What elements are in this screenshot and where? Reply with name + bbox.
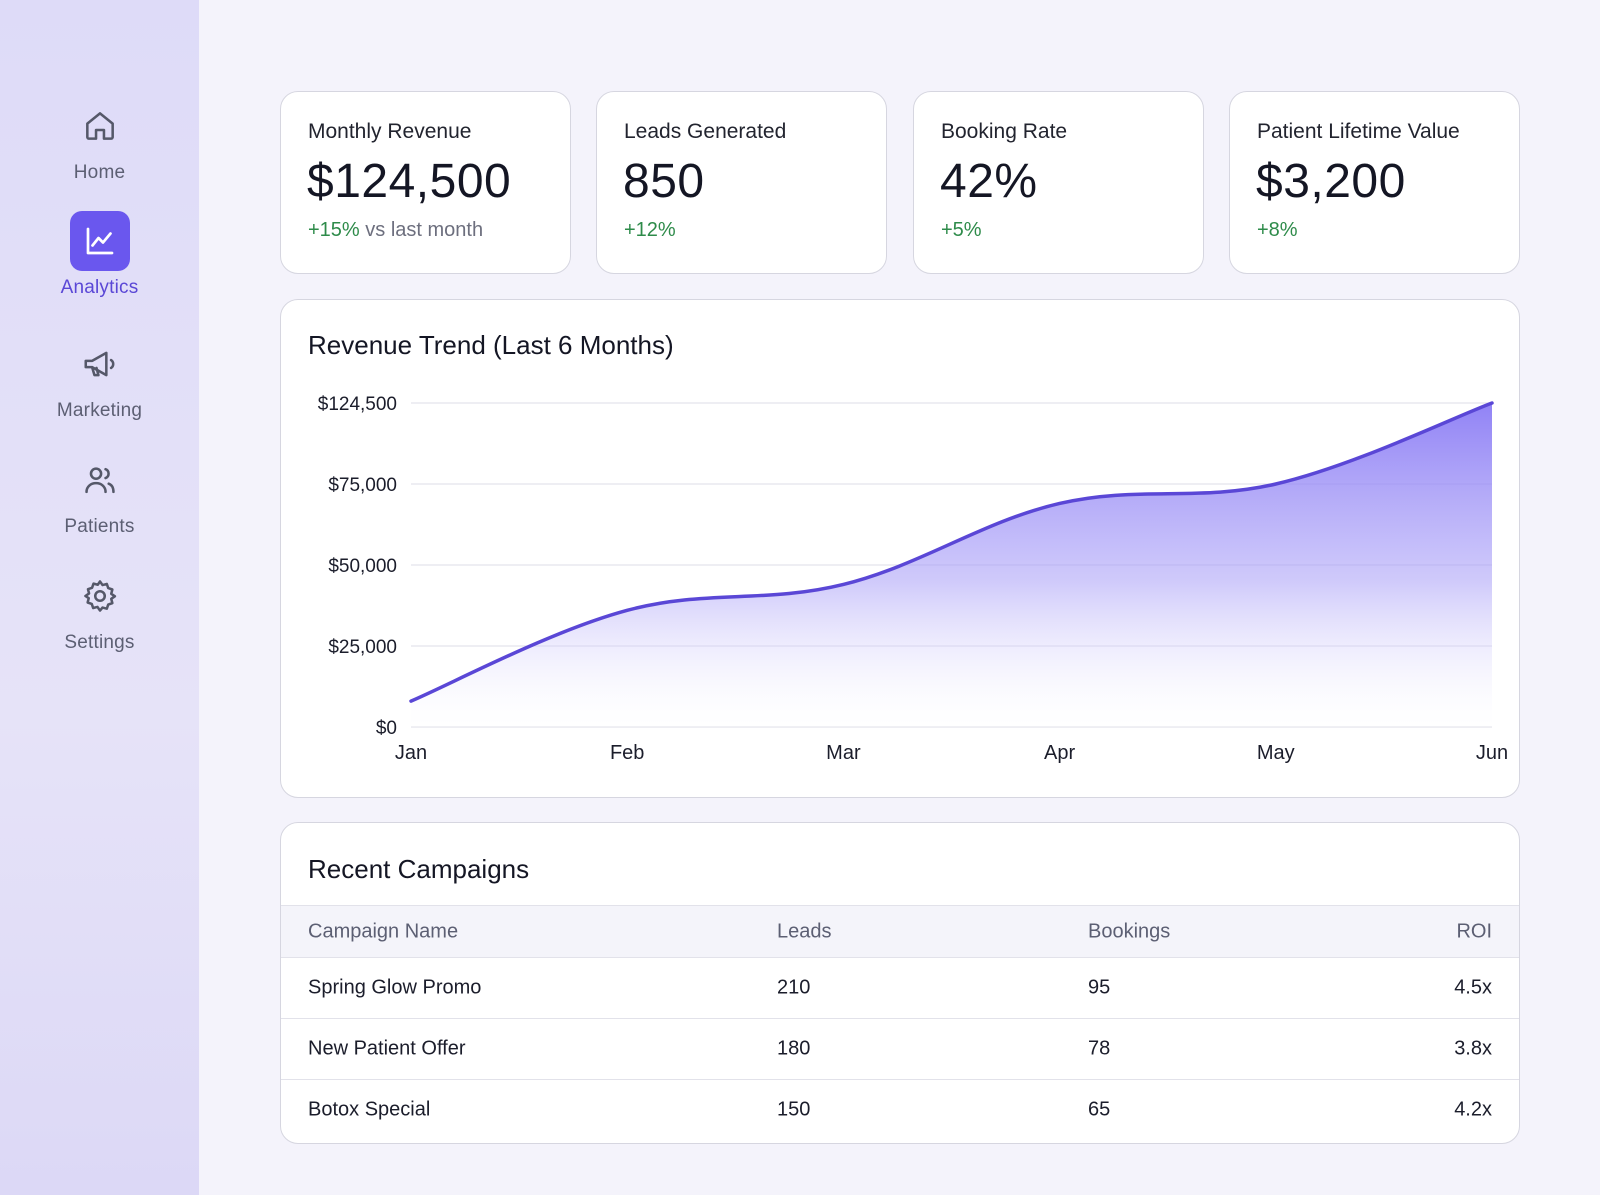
column-header-leads: Leads [777, 920, 832, 942]
kpi-delta: +12% [624, 219, 676, 241]
x-tick-label: Feb [610, 742, 644, 764]
x-tick-label: Jan [395, 742, 427, 764]
kpi-value: $3,200 [1256, 155, 1406, 208]
revenue-trend-card: Revenue Trend (Last 6 Months) $0 $25,000 $… [280, 299, 1520, 798]
y-tick-label: $124,500 [318, 394, 397, 415]
sidebar-item-home[interactable]: Home [0, 96, 199, 184]
revenue-line [409, 401, 1494, 703]
kpi-delta-value: +15% [308, 219, 360, 241]
table-header-row: Campaign Name Leads Bookings ROI [281, 905, 1519, 957]
kpi-delta: +5% [941, 219, 982, 241]
campaign-leads: 210 [777, 976, 811, 999]
sidebar-item-label: Marketing [56, 400, 143, 421]
y-tick-label: $50,000 [328, 556, 397, 577]
y-tick-label: $75,000 [328, 475, 397, 496]
kpi-card-patient-lifetime-value: Patient Lifetime Value $3,200 +8% [1229, 91, 1520, 274]
campaigns-table: Campaign Name Leads Bookings ROI Spring … [281, 905, 1519, 1140]
recent-campaigns-card: Recent Campaigns Campaign Name Leads Boo… [280, 822, 1520, 1144]
kpi-value: 850 [623, 155, 705, 208]
campaign-name: New Patient Offer [308, 1037, 466, 1060]
x-tick-label: Jun [1476, 742, 1508, 764]
campaign-name: Botox Special [308, 1098, 431, 1121]
kpi-card-monthly-revenue: Monthly Revenue $124,500 +15% vs last mo… [280, 91, 571, 274]
sidebar-item-label: Patients [64, 516, 135, 537]
column-header-roi: ROI [1456, 920, 1492, 942]
chart-title: Revenue Trend (Last 6 Months) [308, 330, 674, 360]
sidebar-item-analytics[interactable]: Analytics [0, 211, 199, 299]
sidebar-item-label: Settings [64, 632, 135, 653]
sidebar-item-patients[interactable]: Patients [0, 450, 199, 538]
kpi-card-booking-rate: Booking Rate 42% +5% [913, 91, 1204, 274]
x-tick-label: May [1257, 742, 1295, 764]
home-icon [70, 96, 130, 156]
kpi-value: $124,500 [307, 155, 512, 208]
megaphone-icon [70, 334, 130, 394]
revenue-area [411, 403, 1492, 727]
kpi-delta: +8% [1257, 219, 1298, 241]
campaign-bookings: 95 [1088, 976, 1111, 999]
sidebar: Home Analytics Marketing [0, 0, 199, 1195]
y-tick-label: $0 [376, 718, 397, 739]
campaign-bookings: 65 [1088, 1098, 1111, 1121]
kpi-label: Monthly Revenue [308, 120, 472, 143]
sidebar-item-settings[interactable]: Settings [0, 566, 199, 654]
sidebar-item-label: Home [73, 162, 126, 183]
gear-icon [70, 566, 130, 626]
kpi-label: Leads Generated [624, 120, 787, 143]
campaign-roi: 3.8x [1454, 1037, 1492, 1060]
campaigns-title: Recent Campaigns [308, 854, 530, 884]
campaign-leads: 150 [777, 1098, 811, 1121]
y-tick-label: $25,000 [328, 637, 397, 658]
kpi-delta-note: vs last month [359, 219, 484, 241]
table-row[interactable]: Spring Glow Promo 210 95 4.5x [281, 957, 1519, 1018]
kpi-card-leads-generated: Leads Generated 850 +12% [596, 91, 887, 274]
kpi-label: Booking Rate [941, 120, 1068, 143]
kpi-delta: +15% vs last month [308, 219, 483, 242]
users-icon [70, 450, 130, 510]
x-tick-label: Apr [1044, 742, 1075, 764]
table-row[interactable]: Botox Special 150 65 4.2x [281, 1079, 1519, 1140]
campaign-roi: 4.5x [1454, 976, 1492, 999]
campaign-roi: 4.2x [1454, 1098, 1492, 1121]
chart-line-icon [69, 211, 130, 271]
campaign-bookings: 78 [1088, 1037, 1111, 1060]
sidebar-item-marketing[interactable]: Marketing [0, 334, 199, 422]
kpi-value: 42% [940, 155, 1038, 208]
column-header-bookings: Bookings [1088, 920, 1171, 942]
kpi-label: Patient Lifetime Value [1257, 120, 1460, 143]
campaign-leads: 180 [777, 1037, 811, 1060]
revenue-chart: $0 $25,000 $50,000 $75,000 $124,500 Jan Feb Mar… [318, 394, 1508, 764]
x-tick-label: Mar [826, 742, 861, 764]
campaign-name: Spring Glow Promo [308, 976, 482, 999]
column-header-campaign-name: Campaign Name [308, 920, 459, 942]
sidebar-item-label: Analytics [60, 277, 139, 298]
table-row[interactable]: New Patient Offer 180 78 3.8x [281, 1018, 1519, 1079]
